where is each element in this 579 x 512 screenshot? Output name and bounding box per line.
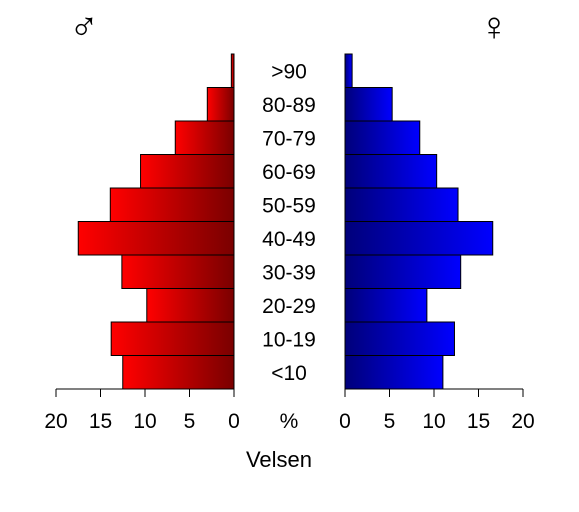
male-bar [174, 120, 235, 155]
female-symbol: ♀ [479, 5, 509, 49]
female-bar [344, 53, 353, 88]
age-group-label: 20-29 [262, 295, 316, 318]
female-tick-label: 10 [422, 410, 445, 433]
female-bar [344, 154, 438, 189]
age-group-label: >90 [271, 60, 307, 83]
male-axis-ticks: 0 5 10 15 20 [44, 389, 240, 433]
male-bar [206, 87, 235, 122]
female-bar [344, 321, 455, 356]
male-symbol: ♂ [69, 5, 99, 49]
female-axis: 0 5 10 15 20 [339, 388, 535, 433]
male-bar [230, 53, 235, 88]
x-axis-title: Velsen [246, 447, 312, 472]
female-tick-label: 15 [467, 410, 490, 433]
male-tick-label: 0 [228, 410, 240, 433]
male-axis: 0 5 10 15 20 [44, 388, 240, 433]
female-tick-label: 0 [339, 410, 351, 433]
male-bar [77, 221, 235, 256]
female-bar [344, 120, 421, 155]
male-tick-label: 5 [184, 410, 196, 433]
age-group-label: 70-79 [262, 127, 316, 150]
female-bar [344, 187, 459, 222]
age-group-labels: <10 10-19 20-29 30-39 40-49 50-59 60-69 70-79 80… [262, 60, 316, 385]
age-group-label: 30-39 [262, 261, 316, 284]
male-bar [140, 154, 235, 189]
male-tick-label: 10 [133, 410, 156, 433]
male-bar [110, 321, 235, 356]
male-bar [146, 288, 235, 323]
age-group-label: 80-89 [262, 94, 316, 117]
age-group-label: 10-19 [262, 328, 316, 351]
female-bar [344, 87, 393, 122]
female-bar [344, 254, 462, 289]
male-tick-label: 20 [44, 410, 67, 433]
male-bar [122, 355, 235, 390]
female-axis-ticks: 0 5 10 15 20 [339, 389, 535, 433]
male-tick-label: 15 [89, 410, 112, 433]
female-tick-label: 5 [384, 410, 396, 433]
female-bars [344, 53, 494, 390]
male-bars [77, 53, 235, 390]
female-bar [344, 288, 428, 323]
female-tick-label: 20 [511, 410, 534, 433]
male-bar [109, 187, 235, 222]
female-bar [344, 221, 494, 256]
female-bar [344, 355, 444, 390]
age-group-label: <10 [271, 362, 307, 385]
age-group-label: 60-69 [262, 161, 316, 184]
age-group-label: 50-59 [262, 194, 316, 217]
age-group-label: 40-49 [262, 228, 316, 251]
male-bar [121, 254, 235, 289]
percent-unit-label: % [280, 410, 299, 433]
